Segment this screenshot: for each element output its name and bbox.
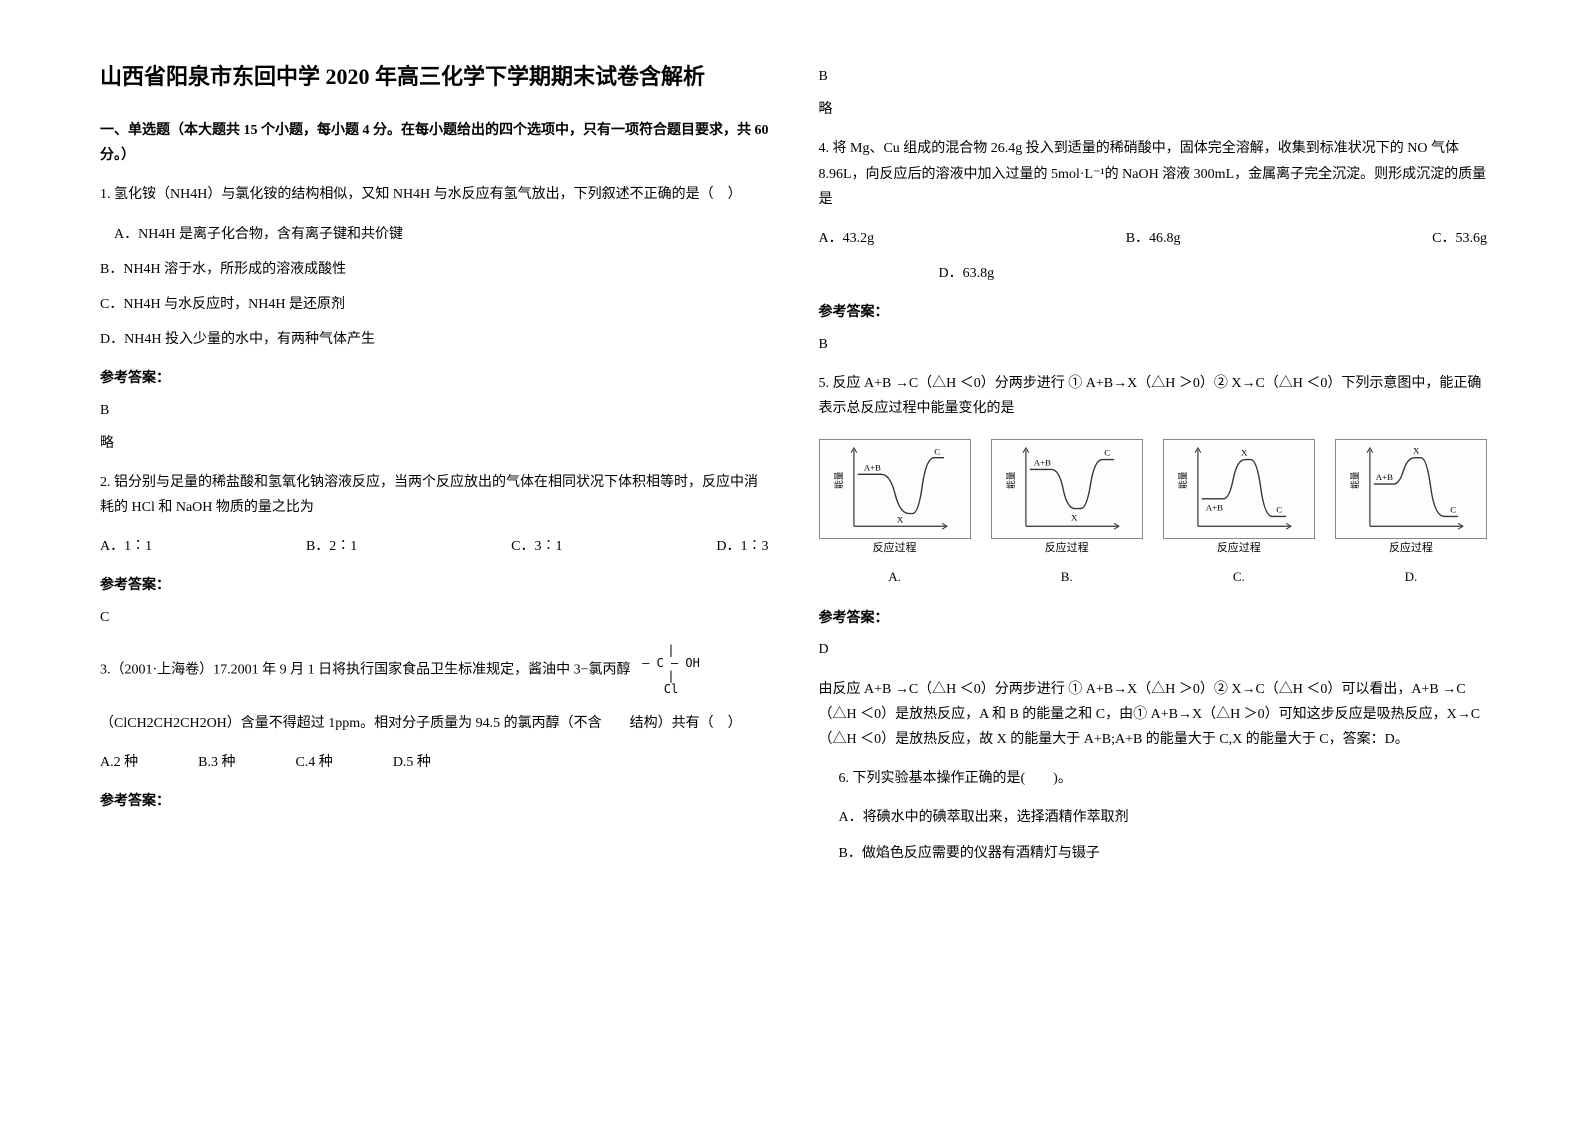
q4-options-2: D．63.8g <box>819 261 1488 286</box>
q1-stem: 1. 氢化铵（NH4H）与氯化铵的结构相似，又知 NH4H 与水反应有氢气放出，… <box>100 182 769 207</box>
chart-a-c: C <box>934 447 940 457</box>
q6-optA: A．将碘水中的碘萃取出来，选择酒精作萃取剂 <box>819 805 1488 830</box>
q4-options-1: A．43.2g B．46.8g C．53.6g <box>819 226 1488 251</box>
q2-optB: B．2∶1 <box>306 534 357 559</box>
q4-answer: B <box>819 332 1488 357</box>
q5-explain: 由反应 A+B →C（△H ＜0）分两步进行 ① A+B→X（△H ＞0）② X… <box>819 677 1488 753</box>
chart-a-svg: A+B X C 能量 <box>820 440 970 538</box>
q2-optC: C．3∶1 <box>511 534 562 559</box>
q2-stem: 2. 铝分别与足量的稀盐酸和氢氧化钠溶液反应，当两个反应放出的气体在相同状况下体… <box>100 470 769 520</box>
chart-a-box: A+B X C 能量 <box>819 439 971 539</box>
chart-a: A+B X C 能量 反应过程 A. <box>819 439 971 588</box>
chart-c: A+B X C 能量 反应过程 C. <box>1163 439 1315 588</box>
svg-text:A+B: A+B <box>1205 503 1222 513</box>
q5-answer-label: 参考答案： <box>819 606 1488 631</box>
svg-text:能量: 能量 <box>1177 471 1188 489</box>
q1-answer: B <box>100 398 769 423</box>
q3-optA: A.2 种 <box>100 750 138 775</box>
q1-answer-label: 参考答案： <box>100 366 769 391</box>
q3-optC: C.4 种 <box>295 750 332 775</box>
q3-structure-icon: |— C — OH|Cl <box>642 644 700 697</box>
left-column: 山西省阳泉市东回中学 2020 年高三化学下学期期末试卷含解析 一、单选题（本大… <box>100 60 769 876</box>
q5-answer: D <box>819 637 1488 662</box>
q1-optD: D．NH4H 投入少量的水中，有两种气体产生 <box>100 327 769 352</box>
q5-stem: 5. 反应 A+B →C（△H ＜0）分两步进行 ① A+B→X（△H ＞0）②… <box>819 371 1488 421</box>
q4-answer-label: 参考答案： <box>819 300 1488 325</box>
chart-c-svg: A+B X C 能量 <box>1164 440 1314 538</box>
q3-stem2: （ClCH2CH2CH2OH）含量不得超过 1ppm。相对分子质量为 94.5 … <box>100 711 769 736</box>
chart-b-svg: A+B X C 能量 <box>992 440 1142 538</box>
doc-title: 山西省阳泉市东回中学 2020 年高三化学下学期期末试卷含解析 <box>100 60 769 93</box>
chart-a-label: A. <box>819 565 971 588</box>
chart-d-svg: A+B X C 能量 <box>1336 440 1486 538</box>
chart-b: A+B X C 能量 反应过程 B. <box>991 439 1143 588</box>
svg-text:能量: 能量 <box>833 471 844 489</box>
q3-optD: D.5 种 <box>393 750 431 775</box>
q1-explain: 略 <box>100 431 769 456</box>
svg-text:X: X <box>1071 512 1078 522</box>
chart-c-xaxis: 反应过程 <box>1163 539 1315 559</box>
q2-answer-label: 参考答案： <box>100 573 769 598</box>
svg-text:C: C <box>1104 448 1110 458</box>
chart-b-box: A+B X C 能量 <box>991 439 1143 539</box>
q6-optB: B．做焰色反应需要的仪器有酒精灯与镊子 <box>819 841 1488 866</box>
q4-optC: C．53.6g <box>1432 226 1487 251</box>
q3-options: A.2 种 B.3 种 C.4 种 D.5 种 <box>100 750 769 775</box>
right-column: B 略 4. 将 Mg、Cu 组成的混合物 26.4g 投入到适量的稀硝酸中，固… <box>819 60 1488 876</box>
svg-text:C: C <box>1276 505 1282 515</box>
q2-answer: C <box>100 605 769 630</box>
chart-a-x: X <box>897 514 904 524</box>
chart-d-box: A+B X C 能量 <box>1335 439 1487 539</box>
q2-optD: D．1∶3 <box>716 534 768 559</box>
section1-header: 一、单选题（本大题共 15 个小题，每小题 4 分。在每小题给出的四个选项中，只… <box>100 118 769 168</box>
q3-stem1: 3.（2001·上海卷）17.2001 年 9 月 1 日将执行国家食品卫生标准… <box>100 644 769 697</box>
q5-charts: A+B X C 能量 反应过程 A. <box>819 439 1488 588</box>
q3-answer: B <box>819 64 1488 89</box>
q4-optA: A．43.2g <box>819 226 875 251</box>
q4-optD: D．63.8g <box>939 266 995 281</box>
chart-d-xaxis: 反应过程 <box>1335 539 1487 559</box>
page: 山西省阳泉市东回中学 2020 年高三化学下学期期末试卷含解析 一、单选题（本大… <box>100 60 1487 876</box>
q3-optB: B.3 种 <box>198 750 235 775</box>
q2-options: A．1∶1 B．2∶1 C．3∶1 D．1∶3 <box>100 534 769 559</box>
chart-b-xaxis: 反应过程 <box>991 539 1143 559</box>
svg-text:能量: 能量 <box>1005 471 1016 489</box>
q4-stem: 4. 将 Mg、Cu 组成的混合物 26.4g 投入到适量的稀硝酸中，固体完全溶… <box>819 136 1488 212</box>
chart-a-ab: A+B <box>863 462 880 472</box>
chart-a-xaxis: 反应过程 <box>819 539 971 559</box>
q3-stem1-text: 3.（2001·上海卷）17.2001 年 9 月 1 日将执行国家食品卫生标准… <box>100 662 631 677</box>
chart-b-label: B. <box>991 565 1143 588</box>
q3-answer-label: 参考答案： <box>100 789 769 814</box>
q2-optA: A．1∶1 <box>100 534 152 559</box>
svg-text:C: C <box>1450 505 1456 515</box>
q1-optB: B．NH4H 溶于水，所形成的溶液成酸性 <box>100 257 769 282</box>
q3-explain: 略 <box>819 97 1488 122</box>
q1-optA: A．NH4H 是离子化合物，含有离子键和共价键 <box>100 222 769 247</box>
svg-text:A+B: A+B <box>1376 472 1393 482</box>
chart-c-label: C. <box>1163 565 1315 588</box>
q4-optB: B．46.8g <box>1126 226 1181 251</box>
q6-stem: 6. 下列实验基本操作正确的是( )。 <box>819 766 1488 791</box>
svg-text:能量: 能量 <box>1349 471 1360 489</box>
q1-optC: C．NH4H 与水反应时，NH4H 是还原剂 <box>100 292 769 317</box>
svg-text:X: X <box>1241 448 1248 458</box>
chart-d: A+B X C 能量 反应过程 D. <box>1335 439 1487 588</box>
svg-text:X: X <box>1413 446 1420 456</box>
svg-text:A+B: A+B <box>1033 458 1050 468</box>
chart-c-box: A+B X C 能量 <box>1163 439 1315 539</box>
chart-d-label: D. <box>1335 565 1487 588</box>
